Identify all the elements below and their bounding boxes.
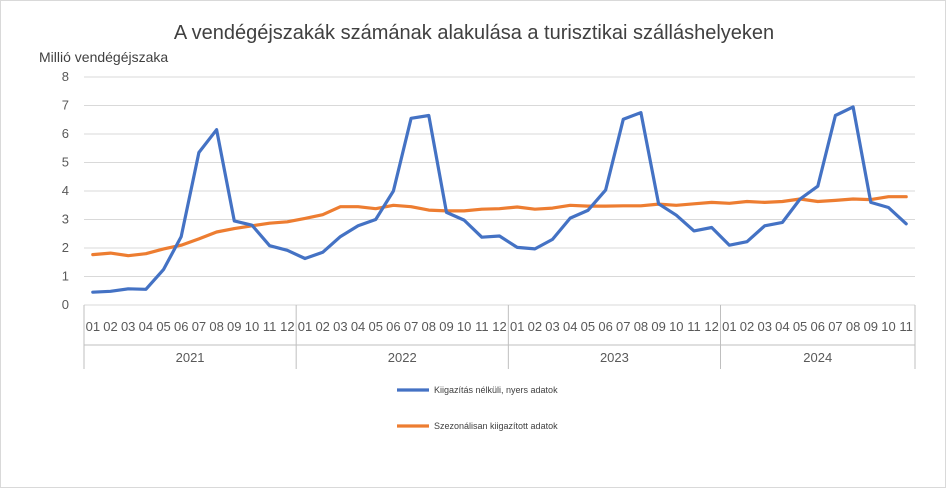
x-tick-label: 11 xyxy=(687,319,701,334)
x-tick-label: 12 xyxy=(492,319,506,334)
x-year-label: 2021 xyxy=(176,350,205,365)
x-tick-label: 09 xyxy=(651,319,665,334)
legend-label: Szezonálisan kiigazított adatok xyxy=(434,421,558,431)
x-tick-label: 08 xyxy=(209,319,223,334)
x-tick-label: 05 xyxy=(368,319,382,334)
x-tick-label: 02 xyxy=(528,319,542,334)
legend: Kiigazítás nélküli, nyers adatok Szezonál… xyxy=(397,385,558,431)
x-tick-label: 10 xyxy=(881,319,895,334)
x-tick-label: 04 xyxy=(775,319,789,334)
x-tick-label: 01 xyxy=(298,319,312,334)
x-year-label: 2023 xyxy=(600,350,629,365)
x-tick-label: 03 xyxy=(121,319,135,334)
y-tick-label: 7 xyxy=(62,98,69,113)
x-tick-label: 06 xyxy=(174,319,188,334)
x-tick-label: 11 xyxy=(263,319,277,334)
y-axis-ticks: 0 1 2 3 4 5 6 7 8 xyxy=(62,69,69,312)
x-tick-label: 03 xyxy=(333,319,347,334)
x-tick-label: 05 xyxy=(156,319,170,334)
x-tick-label: 07 xyxy=(404,319,418,334)
y-tick-label: 5 xyxy=(62,155,69,170)
x-tick-label: 06 xyxy=(386,319,400,334)
x-tick-label: 10 xyxy=(245,319,259,334)
x-tick-label: 01 xyxy=(722,319,736,334)
y-tick-label: 3 xyxy=(62,212,69,227)
x-tick-label: 08 xyxy=(634,319,648,334)
x-tick-label: 03 xyxy=(757,319,771,334)
x-tick-label: 05 xyxy=(581,319,595,334)
x-tick-label: 01 xyxy=(510,319,524,334)
x-tick-label: 02 xyxy=(315,319,329,334)
series-line xyxy=(91,195,908,258)
y-tick-label: 6 xyxy=(62,126,69,141)
x-tick-label: 09 xyxy=(439,319,453,334)
x-tick-label: 12 xyxy=(280,319,294,334)
x-tick-label: 07 xyxy=(828,319,842,334)
chart-title: A vendégéjszakák számának alakulása a tu… xyxy=(174,22,774,44)
x-tick-label: 11 xyxy=(899,319,913,334)
x-year-label: 2024 xyxy=(803,350,832,365)
x-tick-label: 04 xyxy=(139,319,153,334)
x-tick-label: 03 xyxy=(545,319,559,334)
y-tick-label: 2 xyxy=(62,240,69,255)
x-tick-label: 04 xyxy=(563,319,577,334)
x-tick-label: 06 xyxy=(598,319,612,334)
x-tick-label: 02 xyxy=(103,319,117,334)
x-tick-label: 07 xyxy=(616,319,630,334)
y-tick-label: 8 xyxy=(62,69,69,84)
series-line xyxy=(91,105,908,294)
x-tick-label: 06 xyxy=(811,319,825,334)
y-tick-label: 4 xyxy=(62,183,69,198)
x-tick-label: 07 xyxy=(192,319,206,334)
x-tick-label: 10 xyxy=(669,319,683,334)
y-tick-label: 0 xyxy=(62,297,69,312)
x-tick-label: 08 xyxy=(422,319,436,334)
y-tick-label: 1 xyxy=(62,269,69,284)
x-tick-label: 09 xyxy=(864,319,878,334)
x-tick-label: 05 xyxy=(793,319,807,334)
x-tick-label: 04 xyxy=(351,319,365,334)
x-axis: 01 02 03 04 05 06 07 08 09 10 11 12 01 02 03 04 05 06 07 08… xyxy=(83,305,916,369)
x-tick-label: 10 xyxy=(457,319,471,334)
x-tick-label: 02 xyxy=(740,319,754,334)
x-tick-label: 08 xyxy=(846,319,860,334)
gridlines xyxy=(84,76,915,306)
y-axis-label: Millió vendégéjszaka xyxy=(39,49,168,65)
x-tick-label: 09 xyxy=(227,319,241,334)
x-tick-label: 11 xyxy=(475,319,489,334)
x-tick-label: 01 xyxy=(86,319,100,334)
x-year-label: 2022 xyxy=(388,350,417,365)
x-tick-label: 12 xyxy=(704,319,718,334)
legend-label: Kiigazítás nélküli, nyers adatok xyxy=(434,385,558,395)
series-lines xyxy=(91,105,908,294)
